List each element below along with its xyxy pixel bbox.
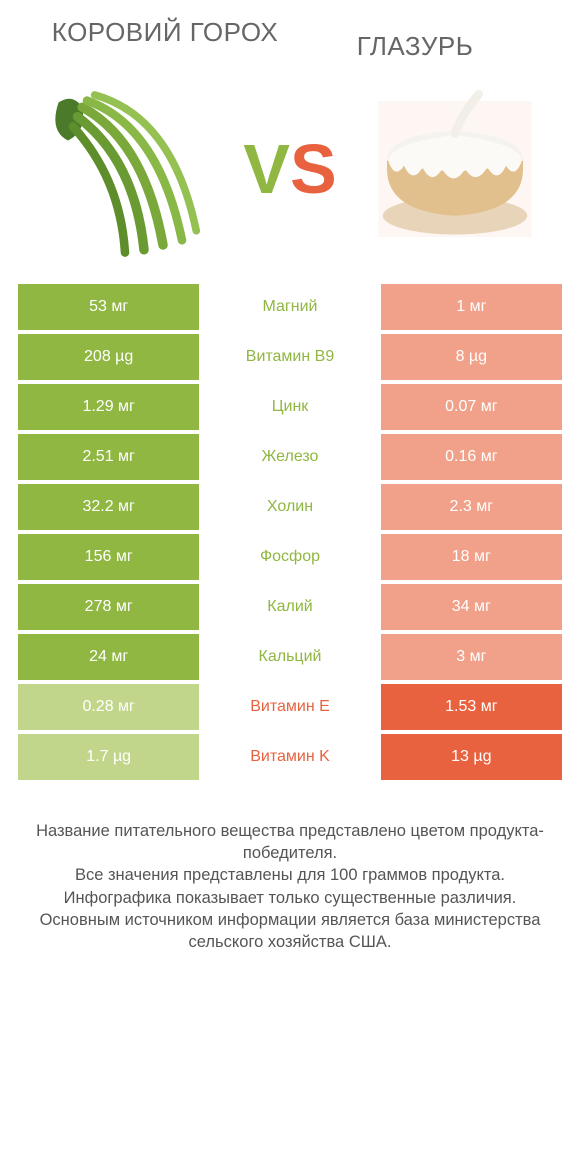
nutrient-row: 1.7 µgВитамин K13 µg [18, 734, 562, 780]
nutrient-label-cell: Калий [199, 584, 380, 630]
right-value-cell: 34 мг [381, 584, 562, 630]
nutrient-row: 278 мгКалий34 мг [18, 584, 562, 630]
right-value-cell: 0.07 мг [381, 384, 562, 430]
nutrient-table: 53 мгМагний1 мг208 µgВитамин B98 µg1.29 … [0, 284, 580, 780]
left-value-cell: 278 мг [18, 584, 199, 630]
right-product-image [360, 74, 550, 264]
nutrient-label-cell: Витамин E [199, 684, 380, 730]
left-value-cell: 2.51 мг [18, 434, 199, 480]
nutrient-row: 53 мгМагний1 мг [18, 284, 562, 330]
nutrient-label-cell: Витамин B9 [199, 334, 380, 380]
right-value-cell: 2.3 мг [381, 484, 562, 530]
nutrient-row: 0.28 мгВитамин E1.53 мг [18, 684, 562, 730]
left-product-title: КОРОВИЙ ГОРОХ [40, 18, 290, 48]
nutrient-row: 208 µgВитамин B98 µg [18, 334, 562, 380]
footer-line: Основным источником информации является … [28, 909, 552, 954]
footer-notes: Название питательного вещества представл… [0, 784, 580, 954]
nutrient-row: 1.29 мгЦинк0.07 мг [18, 384, 562, 430]
nutrient-row: 2.51 мгЖелезо0.16 мг [18, 434, 562, 480]
images-row: VS [0, 62, 580, 284]
right-value-cell: 18 мг [381, 534, 562, 580]
header: КОРОВИЙ ГОРОХ ГЛАЗУРЬ [0, 0, 580, 62]
nutrient-row: 156 мгФосфор18 мг [18, 534, 562, 580]
glazed-cake-icon [370, 84, 540, 254]
green-beans-icon [30, 74, 220, 264]
right-value-cell: 1 мг [381, 284, 562, 330]
nutrient-label-cell: Железо [199, 434, 380, 480]
left-value-cell: 32.2 мг [18, 484, 199, 530]
vs-label: VS [243, 134, 336, 204]
right-product-title: ГЛАЗУРЬ [290, 18, 540, 62]
right-value-cell: 0.16 мг [381, 434, 562, 480]
right-value-cell: 1.53 мг [381, 684, 562, 730]
footer-line: Название питательного вещества представл… [28, 820, 552, 865]
left-value-cell: 208 µg [18, 334, 199, 380]
nutrient-label-cell: Витамин K [199, 734, 380, 780]
vs-v: V [243, 130, 290, 208]
left-value-cell: 24 мг [18, 634, 199, 680]
right-value-cell: 3 мг [381, 634, 562, 680]
left-value-cell: 1.29 мг [18, 384, 199, 430]
nutrient-row: 24 мгКальций3 мг [18, 634, 562, 680]
left-value-cell: 53 мг [18, 284, 199, 330]
nutrient-label-cell: Холин [199, 484, 380, 530]
right-value-cell: 8 µg [381, 334, 562, 380]
vs-s: S [290, 130, 337, 208]
left-value-cell: 1.7 µg [18, 734, 199, 780]
nutrient-row: 32.2 мгХолин2.3 мг [18, 484, 562, 530]
footer-line: Инфографика показывает только существенн… [28, 887, 552, 909]
nutrient-label-cell: Цинк [199, 384, 380, 430]
nutrient-label-cell: Магний [199, 284, 380, 330]
left-value-cell: 156 мг [18, 534, 199, 580]
footer-line: Все значения представлены для 100 граммо… [28, 864, 552, 886]
left-product-image [30, 74, 220, 264]
nutrient-label-cell: Кальций [199, 634, 380, 680]
left-value-cell: 0.28 мг [18, 684, 199, 730]
right-value-cell: 13 µg [381, 734, 562, 780]
nutrient-label-cell: Фосфор [199, 534, 380, 580]
